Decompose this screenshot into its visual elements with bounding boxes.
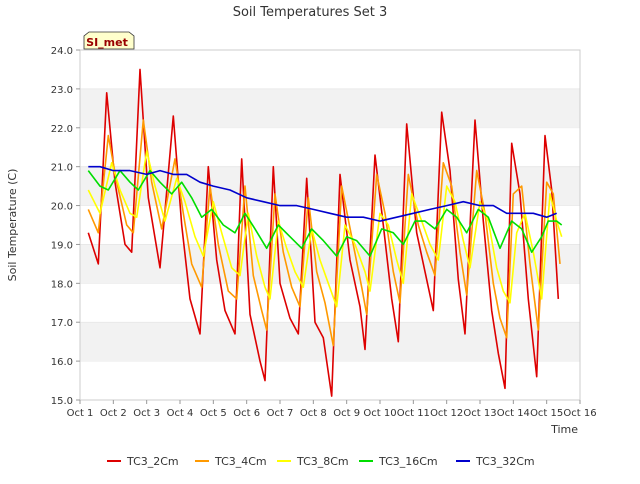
x-tick-label: Oct 13 <box>463 408 496 419</box>
y-tick-label: 16.0 <box>51 357 73 368</box>
x-axis-label: Time <box>550 423 578 436</box>
badge-label: SI_met <box>86 36 128 49</box>
y-tick-label: 19.0 <box>51 240 73 251</box>
y-tick-label: 18.0 <box>51 279 73 290</box>
x-tick-label: Oct 15 <box>530 408 563 419</box>
x-tick-label: Oct 12 <box>430 408 463 419</box>
y-tick-label: 21.0 <box>51 163 73 174</box>
y-tick-label: 20.0 <box>51 202 73 213</box>
y-tick-label: 24.0 <box>51 46 73 57</box>
legend-item: TC3_32Cm <box>475 455 535 468</box>
series-line-tc3_4cm <box>87 119 561 347</box>
x-tick-label: Oct 8 <box>300 408 327 419</box>
x-tick-label: Oct 1 <box>67 408 94 419</box>
series-line-tc3_2cm <box>87 68 560 397</box>
x-tick-label: Oct 2 <box>100 408 127 419</box>
x-tick-label: Oct 4 <box>167 408 194 419</box>
legend-item: TC3_4Cm <box>214 455 267 468</box>
y-tick-label: 23.0 <box>51 85 73 96</box>
series-line-tc3_32cm <box>88 165 557 222</box>
y-tick-label: 22.0 <box>51 124 73 135</box>
legend-item: TC3_16Cm <box>378 455 438 468</box>
x-tick-label: Oct 16 <box>563 408 596 419</box>
x-tick-label: Oct 9 <box>333 408 360 419</box>
legend-item: TC3_8Cm <box>296 455 349 468</box>
y-axis-label: Soil Temperature (C) <box>6 169 19 282</box>
legend: TC3_2Cm TC3_4Cm TC3_8Cm TC3_16Cm TC3_32Cm <box>107 455 535 468</box>
series-line-tc3_16cm <box>87 169 563 257</box>
chart-title: Soil Temperatures Set 3 <box>233 5 388 20</box>
series-layer <box>87 68 563 397</box>
x-tick-label: Oct 11 <box>397 408 430 419</box>
series-line-tc3_8cm <box>87 150 563 308</box>
x-tick-label: Oct 3 <box>133 408 160 419</box>
legend-item: TC3_2Cm <box>126 455 179 468</box>
grid-band <box>80 244 580 284</box>
y-tick-label: 17.0 <box>51 318 73 329</box>
x-tick-label: Oct 14 <box>497 408 530 419</box>
x-tick-label: Oct 7 <box>267 408 294 419</box>
y-tick-label: 15.0 <box>51 396 73 407</box>
x-tick-label: Oct 5 <box>200 408 227 419</box>
x-tick-label: Oct 10 <box>363 408 396 419</box>
badge: SI_met <box>83 31 135 50</box>
x-tick-label: Oct 6 <box>233 408 260 419</box>
badge-box <box>83 31 135 50</box>
axes: 15.0 16.0 17.0 18.0 19.0 20.0 21.0 22.0 23.0 24.0… <box>51 46 597 419</box>
plot-frame <box>79 49 581 401</box>
grid-band <box>80 88 580 128</box>
